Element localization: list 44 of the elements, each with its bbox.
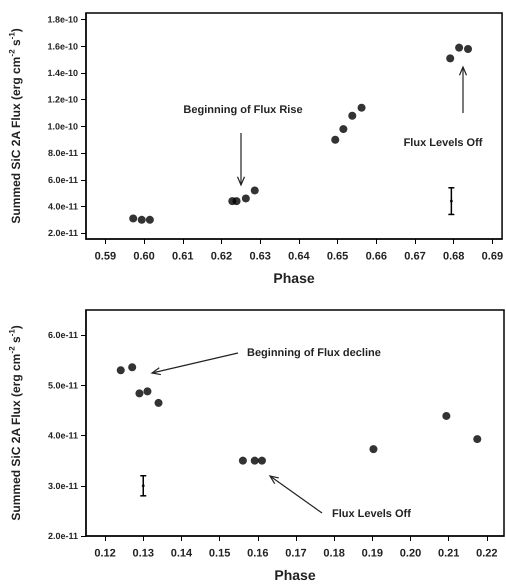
x-tick-label: 0.66: [366, 250, 387, 262]
x-tick-label: 0.22: [476, 548, 498, 560]
x-tick-label: 0.20: [400, 548, 422, 560]
x-tick-label: 0.15: [208, 548, 230, 560]
y-tick-label: 1.0e-10: [47, 121, 78, 132]
y-tick-label: 1.4e-10: [47, 68, 78, 78]
x-tick-label: 0.17: [285, 548, 307, 560]
y-tick-label: 4.0e-11: [48, 201, 78, 212]
y-tick-label: 2.0e-11: [48, 531, 78, 541]
x-tick-label: 0.62: [210, 250, 232, 262]
y-tick-label: 6.0e-11: [48, 330, 78, 340]
x-tick-label: 0.21: [438, 548, 460, 560]
x-tick-label: 0.18: [323, 548, 345, 560]
x-tick-label: 0.19: [362, 548, 384, 560]
annotation: Flux Levels Off: [332, 508, 412, 520]
x-tick-label: 0.65: [326, 250, 348, 262]
x-tick-label: 0.63: [249, 250, 271, 262]
y-tick-label: 1.8e-10: [47, 14, 78, 25]
x-tick-label: 0.59: [94, 250, 116, 262]
y-tick-label: 1.6e-10: [47, 41, 78, 52]
y-axis-title: Summed SiC 2A Flux (erg cm-2 s-1): [8, 325, 23, 521]
y-tick-label: 1.2e-10: [47, 94, 78, 105]
x-tick-label: 0.64: [288, 250, 310, 262]
annotation: Beginning of Flux Rise: [183, 104, 303, 116]
x-axis-title: Phase: [273, 270, 315, 286]
x-tick-label: 0.16: [247, 548, 268, 560]
x-tick-label: 0.13: [132, 548, 154, 560]
y-tick-label: 8.0e-11: [48, 148, 78, 158]
annotation: Flux Levels Off: [404, 137, 483, 149]
x-tick-label: 0.14: [170, 548, 194, 560]
x-tick-label: 0.60: [133, 250, 155, 262]
y-axis-title: Summed SiC 2A Flux (erg cm-2 s-1): [8, 28, 23, 224]
y-tick-label: 6.0e-11: [48, 174, 78, 185]
x-tick-label: 0.12: [94, 548, 116, 560]
y-tick-label: 2.0e-11: [48, 228, 78, 238]
y-tick-label: 5.0e-11: [48, 380, 78, 390]
x-tick-label: 0.69: [482, 250, 504, 262]
annotation: Beginning of Flux decline: [247, 347, 381, 359]
y-tick-label: 3.0e-11: [48, 480, 78, 491]
x-tick-label: 0.68: [442, 250, 464, 262]
y-tick-label: 4.0e-11: [48, 430, 78, 441]
x-tick-label: 0.67: [404, 250, 426, 262]
x-tick-label: 0.61: [172, 250, 194, 262]
x-axis-title: Phase: [274, 567, 316, 583]
